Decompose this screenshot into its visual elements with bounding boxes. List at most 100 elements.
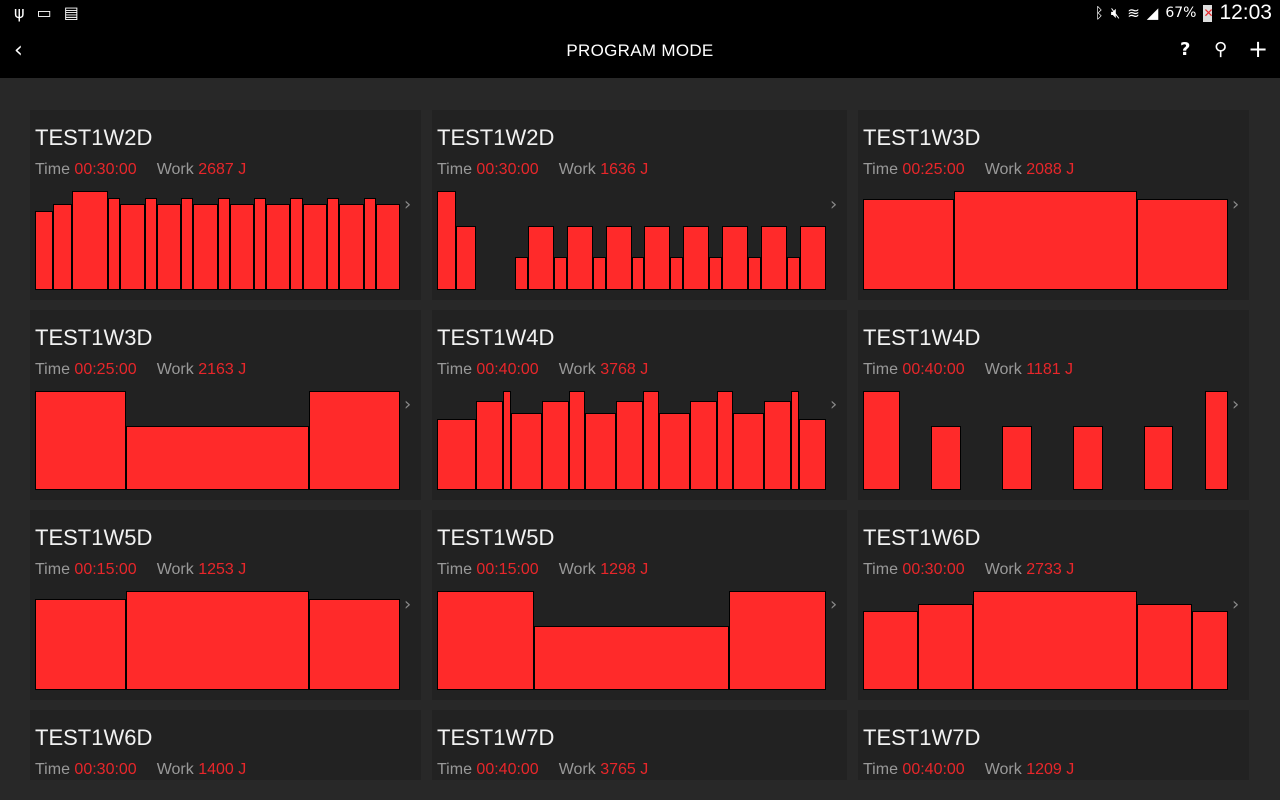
profile-segment <box>863 610 918 690</box>
profile-segment <box>364 197 376 290</box>
profile-segment <box>35 391 126 490</box>
chevron-right-icon[interactable]: › <box>404 594 412 615</box>
program-card[interactable]: TEST1W5D Time 00:15:00 Work 1253 J › <box>30 510 421 700</box>
program-meta: Time 00:40:00 Work 1181 J <box>863 361 1073 379</box>
program-meta: Time 00:40:00 Work 1209 J <box>863 761 1074 779</box>
profile-segment <box>515 257 528 290</box>
program-meta: Time 00:15:00 Work 1253 J <box>35 561 246 579</box>
profile-segment <box>1073 425 1103 490</box>
chevron-right-icon[interactable]: › <box>404 394 412 415</box>
program-card[interactable]: TEST1W3D Time 00:25:00 Work 2163 J › <box>30 310 421 500</box>
time-value: 00:30:00 <box>476 161 539 178</box>
profile-segment <box>748 257 761 290</box>
time-value: 00:40:00 <box>476 761 539 778</box>
profile-segment <box>1144 425 1173 490</box>
program-profile-chart <box>437 191 826 290</box>
program-card[interactable]: TEST1W3D Time 00:25:00 Work 2088 J › <box>858 110 1249 300</box>
work-value: 2733 J <box>1026 561 1075 578</box>
program-meta: Time 00:30:00 Work 2687 J <box>35 161 246 179</box>
work-value: 2687 J <box>198 161 247 178</box>
program-card[interactable]: TEST1W4D Time 00:40:00 Work 1181 J › <box>858 310 1249 500</box>
cast-icon: ▭ <box>36 3 52 22</box>
time-label: Time <box>437 761 472 778</box>
chevron-left-icon[interactable]: ‹ <box>14 38 23 63</box>
profile-segment <box>145 197 157 290</box>
work-value: 1298 J <box>600 561 649 578</box>
profile-segment <box>437 418 476 490</box>
profile-segment <box>670 257 683 290</box>
work-value: 1400 J <box>198 761 247 778</box>
profile-segment <box>585 412 616 490</box>
profile-segment <box>1002 425 1032 490</box>
chevron-right-icon[interactable]: › <box>830 394 838 415</box>
profile-segment <box>266 203 290 290</box>
profile-segment <box>181 197 193 290</box>
program-card[interactable]: TEST1W6D Time 00:30:00 Work 1400 J <box>30 710 421 780</box>
program-profile-chart <box>863 191 1228 290</box>
profile-segment <box>632 257 644 290</box>
profile-segment <box>709 257 722 290</box>
work-label: Work <box>558 361 596 378</box>
time-value: 00:40:00 <box>902 361 965 378</box>
battery-icon: ✕ <box>1203 4 1214 22</box>
profile-segment <box>644 225 670 290</box>
profile-segment <box>799 418 826 490</box>
profile-segment <box>791 391 799 490</box>
sim-off-icon: ▤ <box>63 3 79 22</box>
program-card[interactable]: TEST1W6D Time 00:30:00 Work 2733 J › <box>858 510 1249 700</box>
program-name: TEST1W3D <box>35 325 153 350</box>
program-name: TEST1W4D <box>437 325 555 350</box>
time-label: Time <box>863 361 898 378</box>
profile-segment <box>476 400 503 490</box>
program-card[interactable]: TEST1W7D Time 00:40:00 Work 3765 J <box>432 710 847 780</box>
chevron-right-icon[interactable]: › <box>404 194 412 215</box>
program-profile-chart <box>863 591 1228 690</box>
usb-icon: ψ <box>14 3 25 22</box>
chevron-right-icon[interactable]: › <box>1232 594 1240 615</box>
profile-segment <box>108 197 120 290</box>
profile-segment <box>126 591 309 690</box>
work-value: 1636 J <box>600 161 649 178</box>
profile-segment <box>534 625 729 690</box>
program-card[interactable]: TEST1W2D Time 00:30:00 Work 1636 J › <box>432 110 847 300</box>
program-card[interactable]: TEST1W5D Time 00:15:00 Work 1298 J › <box>432 510 847 700</box>
work-value: 1181 J <box>1026 361 1074 378</box>
time-value: 00:15:00 <box>74 561 137 578</box>
program-card[interactable]: TEST1W4D Time 00:40:00 Work 3768 J › <box>432 310 847 500</box>
program-name: TEST1W2D <box>35 125 153 150</box>
program-meta: Time 00:30:00 Work 2733 J <box>863 561 1074 579</box>
chevron-right-icon[interactable]: › <box>830 594 838 615</box>
profile-segment <box>569 391 585 490</box>
work-label: Work <box>156 161 194 178</box>
profile-segment <box>193 203 218 290</box>
program-meta: Time 00:40:00 Work 3765 J <box>437 761 648 779</box>
time-value: 00:25:00 <box>902 161 965 178</box>
program-card[interactable]: TEST1W7D Time 00:40:00 Work 1209 J <box>858 710 1249 780</box>
add-icon[interactable]: + <box>1248 35 1269 63</box>
profile-segment <box>157 203 181 290</box>
time-label: Time <box>437 161 472 178</box>
chevron-right-icon[interactable]: › <box>1232 194 1240 215</box>
time-label: Time <box>437 361 472 378</box>
profile-segment <box>729 591 826 690</box>
program-profile-chart <box>437 391 826 490</box>
profile-segment <box>35 598 126 690</box>
profile-segment <box>456 225 476 290</box>
profile-segment <box>327 197 339 290</box>
chevron-right-icon[interactable]: › <box>1232 394 1240 415</box>
program-card[interactable]: TEST1W2D Time 00:30:00 Work 2687 J › <box>30 110 421 300</box>
search-icon[interactable]: ⚲ <box>1214 39 1228 60</box>
profile-segment <box>503 391 511 490</box>
bluetooth-icon: ᛒ <box>1094 4 1104 22</box>
profile-segment <box>800 225 826 290</box>
work-value: 3768 J <box>600 361 649 378</box>
profile-segment <box>309 598 400 690</box>
time-value: 00:15:00 <box>476 561 539 578</box>
profile-segment <box>254 197 266 290</box>
profile-segment <box>764 400 791 490</box>
profile-segment <box>643 391 659 490</box>
help-icon[interactable]: ? <box>1180 39 1191 60</box>
profile-segment <box>1205 391 1228 490</box>
time-value: 00:30:00 <box>74 761 137 778</box>
chevron-right-icon[interactable]: › <box>830 194 838 215</box>
